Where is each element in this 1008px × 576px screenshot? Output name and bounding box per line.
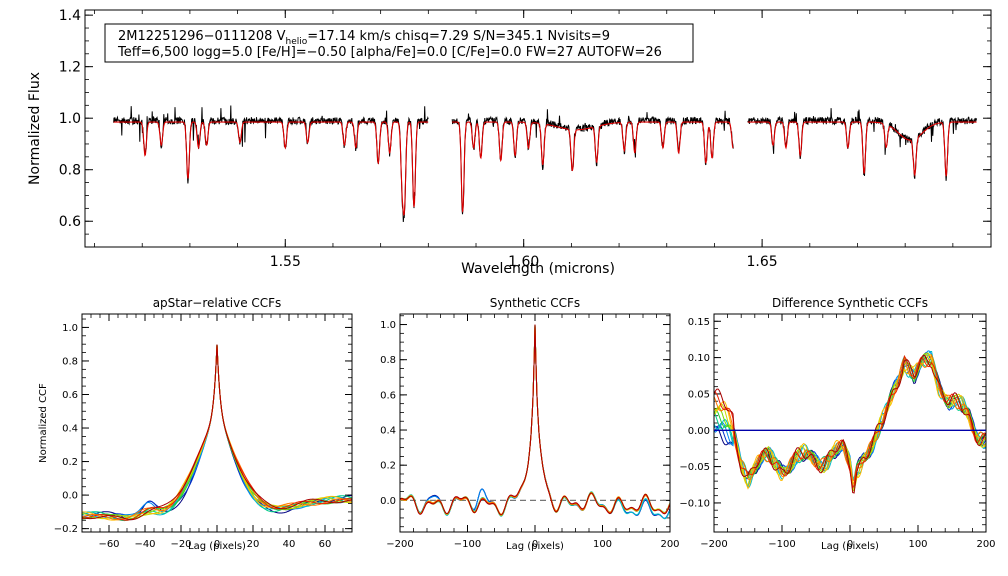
apstar-ccf-series-3 xyxy=(82,344,352,519)
y-tick-label: 0.2 xyxy=(380,461,396,472)
difference-ccf-panel: −200 −100 0 100 200 −0.10 −0.05 0.00 0.05 0.10 0.1… xyxy=(679,296,995,552)
synthetic-ccf-series-6 xyxy=(400,324,670,516)
y-tick-label: 0.10 xyxy=(688,353,710,364)
x-tick-label: 40 xyxy=(283,539,296,550)
apstar-ccf-series-12 xyxy=(82,344,352,521)
synthetic-ccf-series-3 xyxy=(400,324,670,520)
synthetic-ccf-series-8 xyxy=(400,324,670,517)
x-tick-label: 60 xyxy=(319,539,332,550)
synthetic-ccf-series-7 xyxy=(400,324,670,516)
y-tick-label: −0.05 xyxy=(679,462,710,473)
header-line-2: Teff=6,500 logg=5.0 [Fe/H]=−0.50 [alpha/… xyxy=(117,45,662,60)
header-line-1: 2M12251296−0111208 Vhelio=17.14 km/s chi… xyxy=(118,29,610,47)
x-tick-label: −100 xyxy=(768,539,795,550)
x-tick-label: 1.60 xyxy=(508,254,539,270)
y-tick-label: 0.00 xyxy=(688,426,710,437)
y-tick-label: 1.4 xyxy=(59,8,81,24)
y-tick-label: 0.2 xyxy=(62,457,78,468)
x-tick-label: 100 xyxy=(908,539,927,550)
plot-frame xyxy=(713,313,987,533)
y-tick-label: 1.0 xyxy=(380,320,396,331)
x-tick-label: 0 xyxy=(847,539,853,550)
y-tick-label: 1.0 xyxy=(59,111,81,127)
apstar-ccf-series-1 xyxy=(82,344,352,521)
model-spectrum-chip-1 xyxy=(113,121,429,216)
synthetic-ccf-series-9 xyxy=(400,324,670,515)
y-axis-label: Normalized CCF xyxy=(38,383,49,463)
x-tick-label: −40 xyxy=(134,539,155,550)
x-axis-label: Wavelength (microns) xyxy=(461,261,615,277)
x-axis-label: Lag (pixels) xyxy=(821,541,879,552)
synthetic-ccf-series-12 xyxy=(400,324,670,516)
x-tick-label: 200 xyxy=(660,539,679,550)
y-tick-label: 0.4 xyxy=(380,426,396,437)
plot-frame xyxy=(84,9,992,248)
apstar-ccf-series-2 xyxy=(82,344,352,519)
y-tick-label: −0.2 xyxy=(54,524,78,535)
x-tick-label: 20 xyxy=(247,539,260,550)
difference-ccf-series-12 xyxy=(714,354,986,494)
y-tick-label: 0.8 xyxy=(59,163,81,179)
synthetic-ccf-series-1 xyxy=(400,324,670,519)
chart-title: Difference Synthetic CCFs xyxy=(772,296,928,310)
synthetic-ccf-series-2 xyxy=(400,324,670,519)
y-tick-label: 0.05 xyxy=(688,389,710,400)
synthetic-ccf-series-10 xyxy=(400,324,670,516)
apstar-ccf-series-10 xyxy=(82,344,352,521)
observed-spectrum-chip-2 xyxy=(451,109,734,215)
y-tick-label: 1.2 xyxy=(59,60,81,76)
apstar-ccf-series-9 xyxy=(82,344,352,521)
y-tick-label: 0.8 xyxy=(62,356,78,367)
synthetic-ccf-series-5 xyxy=(400,324,670,516)
y-tick-label: 0.8 xyxy=(380,355,396,366)
x-tick-label: 1.55 xyxy=(270,254,301,270)
y-axis-label: Normalized Flux xyxy=(27,72,43,185)
x-tick-label: −100 xyxy=(454,539,481,550)
y-tick-label: 1.0 xyxy=(62,323,78,334)
y-tick-label: −0.10 xyxy=(679,498,710,509)
y-tick-label: 0.6 xyxy=(59,214,81,230)
y-tick-label: 0.6 xyxy=(62,390,78,401)
observed-spectrum-chip-1 xyxy=(113,105,429,223)
x-tick-label: 0 xyxy=(214,539,220,550)
y-tick-label: 0.15 xyxy=(688,317,710,328)
model-spectrum-chip-2 xyxy=(452,121,734,213)
y-tick-label: 0.0 xyxy=(380,496,396,507)
x-axis-label: Lag (pixels) xyxy=(188,541,246,552)
x-tick-label: −200 xyxy=(386,539,413,550)
apstar-ccf-panel: −60 −40 −20 0 20 40 60 −0.2 0.0 0.2 0.4 0.6 0.8 1.0 ap… xyxy=(38,296,353,552)
apstar-ccf-series-8 xyxy=(82,344,352,520)
x-tick-label: 1.65 xyxy=(747,254,778,270)
x-tick-label: 0 xyxy=(532,539,538,550)
plot-frame xyxy=(399,313,671,533)
y-tick-label: 0.6 xyxy=(380,390,396,401)
x-tick-label: −20 xyxy=(170,539,191,550)
chart-title: Synthetic CCFs xyxy=(490,296,580,310)
apstar-ccf-series-5 xyxy=(82,344,352,522)
x-tick-label: −60 xyxy=(98,539,119,550)
x-tick-label: 100 xyxy=(593,539,612,550)
x-axis-label: Lag (pixels) xyxy=(506,541,564,552)
spectrum-panel: 1.55 1.60 1.65 0.6 0.8 1.0 1.2 1.4 Wavelength (m… xyxy=(27,8,992,277)
chart-title: apStar−relative CCFs xyxy=(153,296,282,310)
y-tick-label: 0.4 xyxy=(62,424,78,435)
apstar-ccf-series-4 xyxy=(82,344,352,520)
apstar-ccf-series-6 xyxy=(82,344,352,520)
apstar-ccf-series-11 xyxy=(82,344,352,521)
y-tick-label: 0.0 xyxy=(62,491,78,502)
model-spectrum-chip-3 xyxy=(747,121,977,177)
apstar-ccf-series-7 xyxy=(82,344,352,519)
difference-ccf-series-10 xyxy=(714,353,986,481)
synthetic-ccf-panel: −200 −100 0 100 200 0.0 0.2 0.4 0.6 0.8 1.0 Synthet… xyxy=(380,296,679,552)
x-tick-label: −200 xyxy=(700,539,727,550)
x-tick-label: 200 xyxy=(976,539,995,550)
header-box xyxy=(104,23,694,63)
synthetic-ccf-series-4 xyxy=(400,324,670,520)
synthetic-ccf-series-11 xyxy=(400,324,670,516)
